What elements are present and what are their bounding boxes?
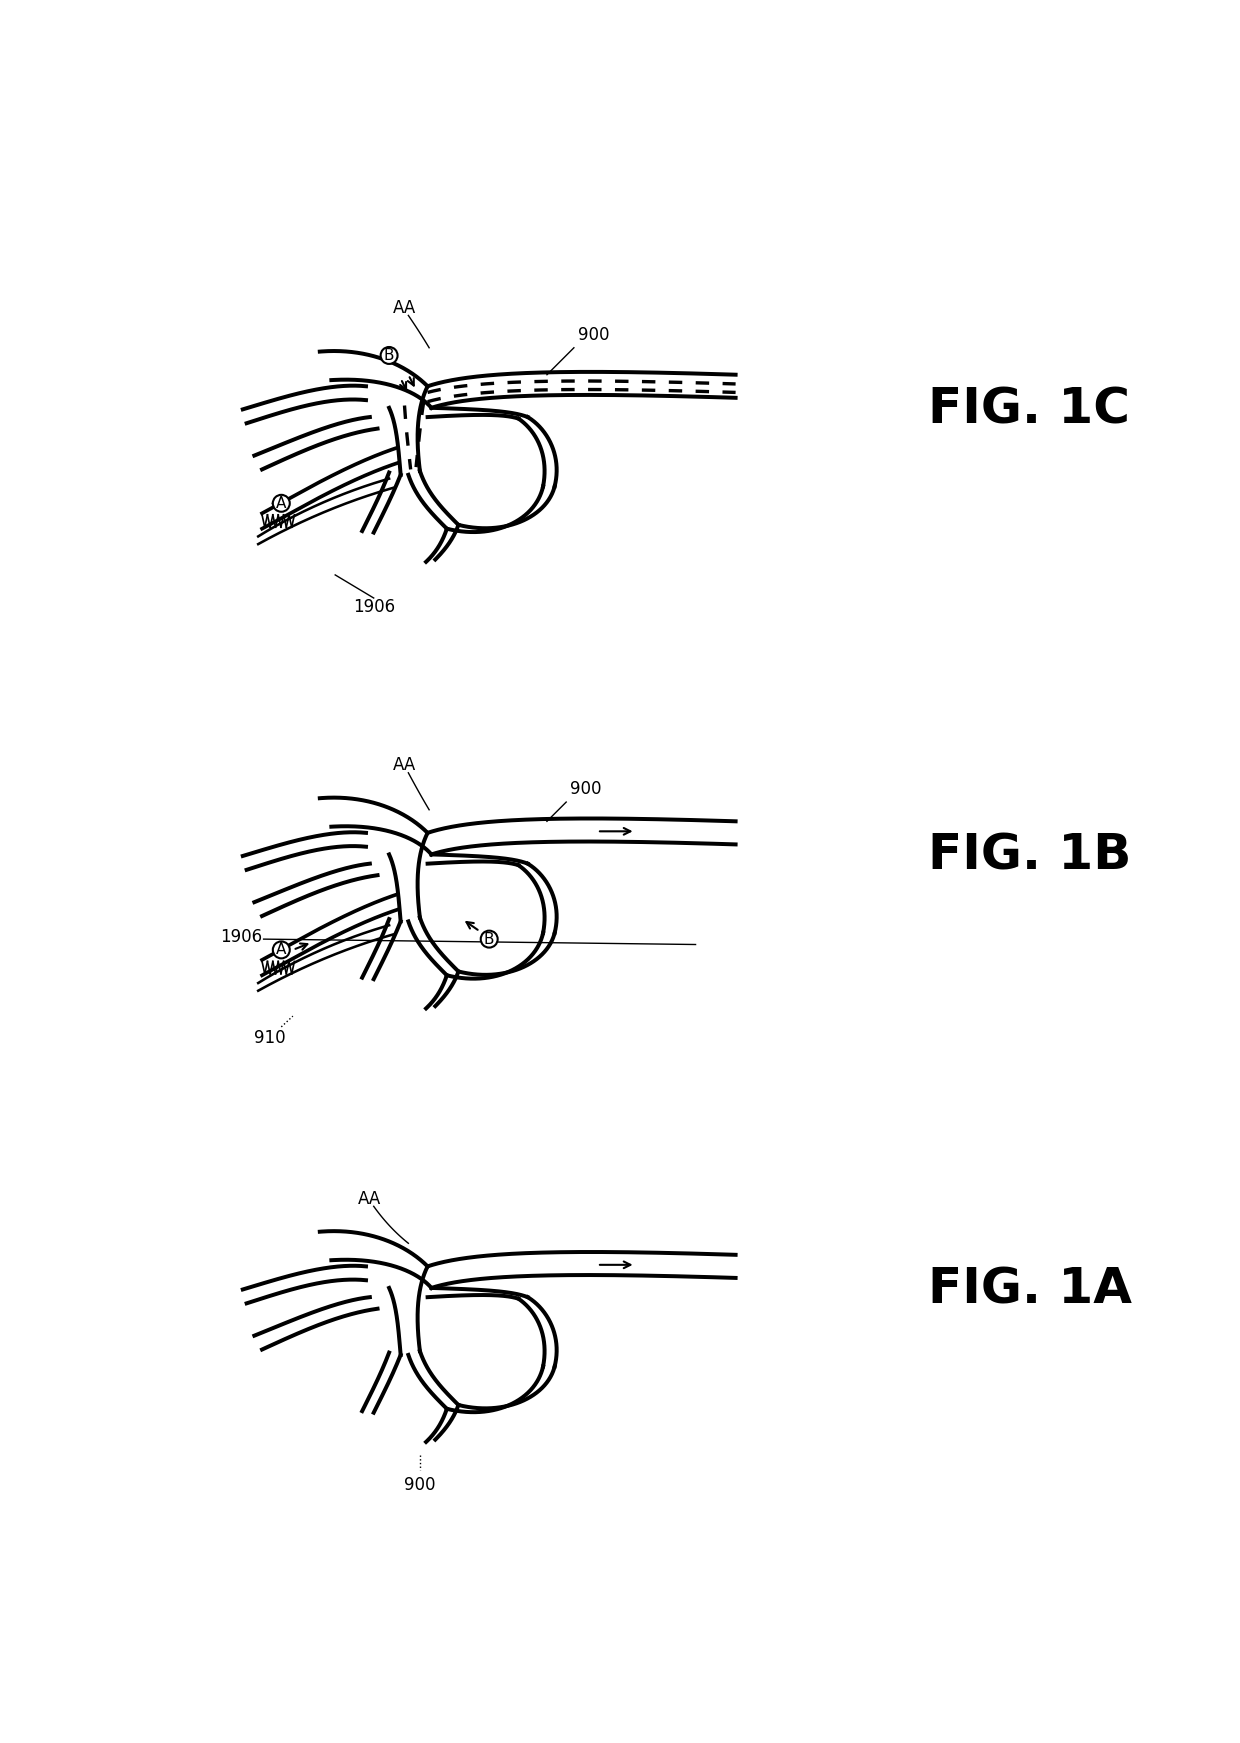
Text: FIG. 1A: FIG. 1A bbox=[928, 1265, 1132, 1314]
Text: AA: AA bbox=[393, 298, 417, 317]
Text: A: A bbox=[277, 943, 286, 957]
Text: FIG. 1B: FIG. 1B bbox=[928, 831, 1131, 880]
Text: FIG. 1C: FIG. 1C bbox=[928, 385, 1130, 434]
Text: 910: 910 bbox=[254, 1028, 286, 1048]
Text: AA: AA bbox=[393, 756, 417, 774]
Text: 1906: 1906 bbox=[352, 598, 394, 615]
Text: B: B bbox=[484, 931, 495, 946]
Text: 900: 900 bbox=[570, 781, 601, 798]
Circle shape bbox=[381, 347, 398, 364]
Text: A: A bbox=[277, 495, 286, 511]
Text: 1906: 1906 bbox=[219, 927, 262, 946]
Text: 900: 900 bbox=[578, 326, 609, 343]
Circle shape bbox=[273, 941, 290, 959]
Circle shape bbox=[481, 931, 497, 948]
Text: 900: 900 bbox=[404, 1476, 435, 1494]
Circle shape bbox=[273, 495, 290, 512]
Text: B: B bbox=[384, 349, 394, 363]
Text: AA: AA bbox=[358, 1190, 382, 1208]
